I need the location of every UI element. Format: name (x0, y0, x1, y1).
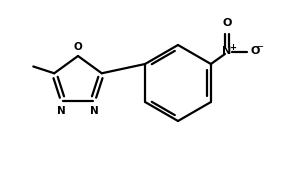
Text: O: O (74, 41, 82, 52)
Text: +: + (229, 42, 236, 52)
Text: −: − (256, 42, 264, 52)
Text: N: N (90, 106, 99, 116)
Text: O: O (251, 46, 260, 56)
Text: N: N (222, 46, 232, 56)
Text: O: O (222, 18, 232, 28)
Text: N: N (58, 106, 66, 116)
